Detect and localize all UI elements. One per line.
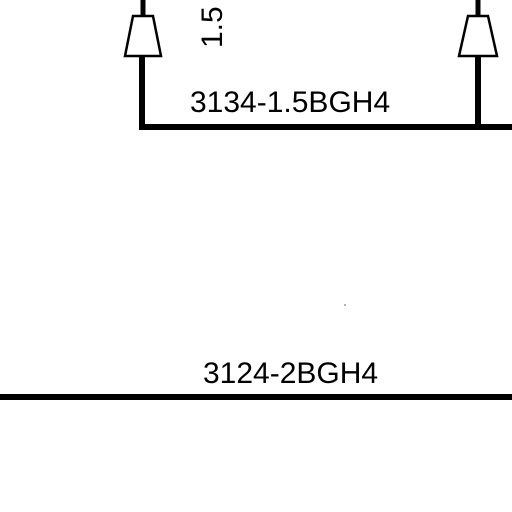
left-connector-terminal [123, 14, 163, 58]
stray-dot [344, 304, 346, 306]
vertical-wire-label: 1.5 [196, 6, 229, 48]
lower-wire-label: 3124-2BGH4 [203, 357, 378, 390]
upper-wire-label: 3134-1.5BGH4 [190, 86, 390, 119]
right-connector-terminal [457, 14, 499, 58]
